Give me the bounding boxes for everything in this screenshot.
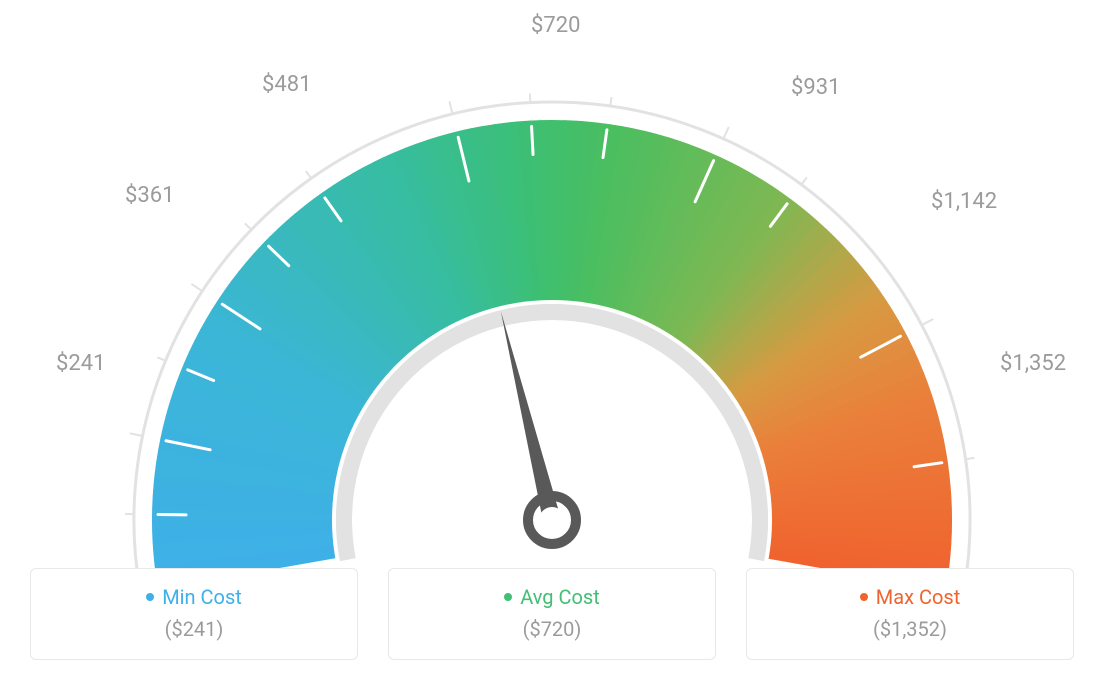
gauge-tick-label: $931 — [791, 75, 840, 100]
gauge-tick-label: $241 — [56, 351, 105, 376]
legend-min-title: Min Cost — [146, 585, 242, 609]
gauge-tick-label: $720 — [531, 13, 580, 38]
legend-min-label: Min Cost — [162, 585, 242, 609]
legend-max-value: ($1,352) — [767, 617, 1053, 641]
dot-icon — [146, 593, 154, 601]
gauge-tick-label: $361 — [125, 183, 174, 208]
legend-card-max: Max Cost ($1,352) — [746, 568, 1074, 660]
legend-card-avg: Avg Cost ($720) — [388, 568, 716, 660]
gauge-tick-label: $1,142 — [931, 189, 997, 214]
gauge-tick-label: $1,352 — [1000, 351, 1066, 376]
legend-max-title: Max Cost — [860, 585, 961, 609]
gauge-tick-label: $481 — [262, 72, 311, 97]
legend-avg-label: Avg Cost — [520, 585, 600, 609]
gauge-container: $241 $361 $481 $720 $931 $1,142 $1,352 — [0, 0, 1104, 560]
legend-avg-value: ($720) — [409, 617, 695, 641]
legend-row: Min Cost ($241) Avg Cost ($720) Max Cost… — [30, 568, 1074, 660]
legend-max-label: Max Cost — [876, 585, 961, 609]
dot-icon — [504, 593, 512, 601]
legend-min-value: ($241) — [51, 617, 337, 641]
gauge-chart — [52, 50, 1052, 590]
legend-card-min: Min Cost ($241) — [30, 568, 358, 660]
dot-icon — [860, 593, 868, 601]
legend-avg-title: Avg Cost — [504, 585, 600, 609]
